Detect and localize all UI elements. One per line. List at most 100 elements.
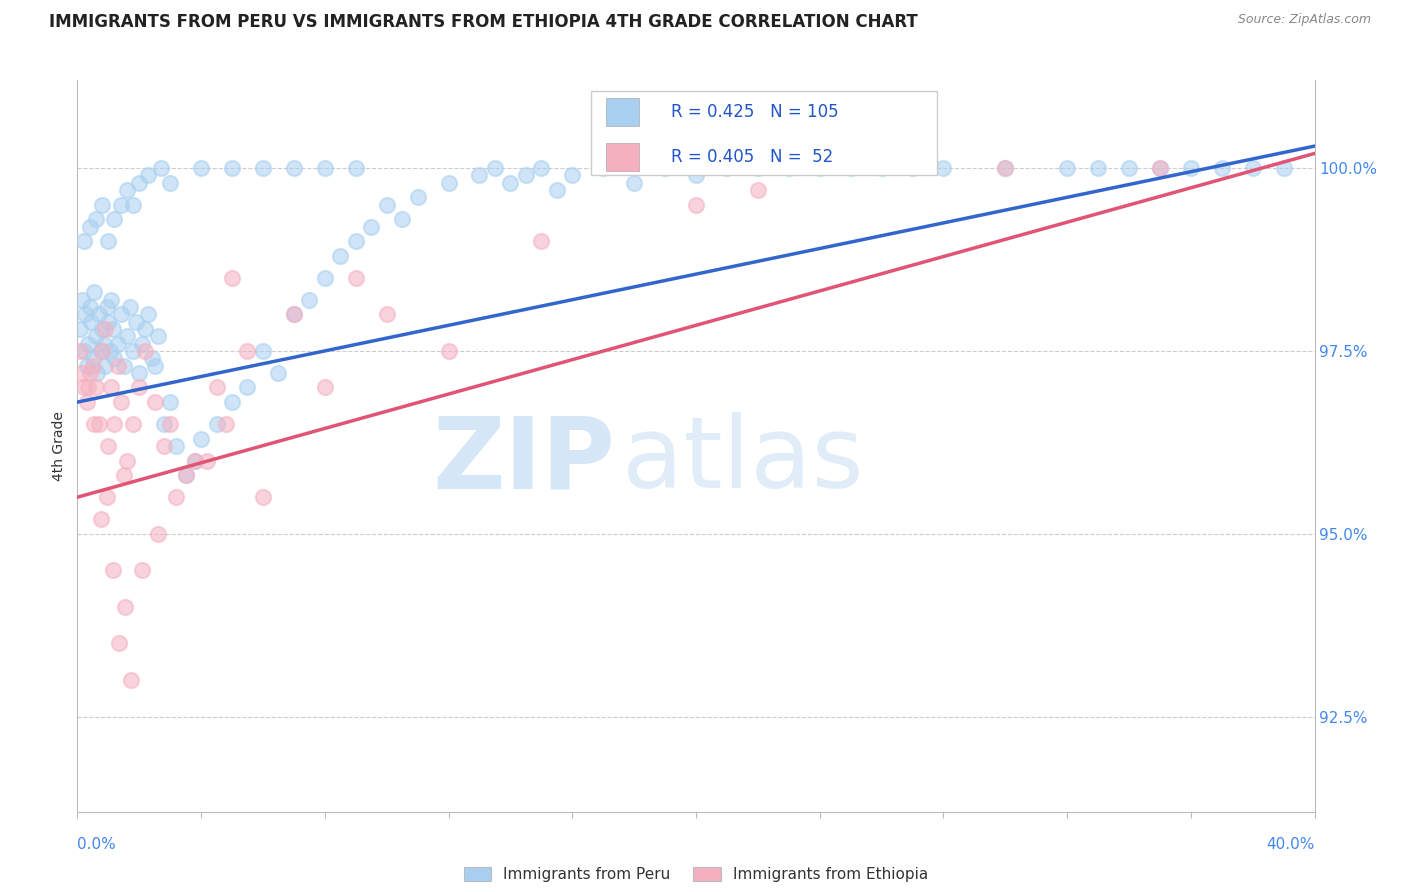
Point — [115, 183, 138, 197]
Point — [82, 359, 104, 373]
Point — [747, 161, 769, 175]
Point — [128, 366, 150, 380]
Point — [406, 190, 429, 204]
Point — [141, 351, 163, 366]
Point — [468, 169, 491, 183]
Point — [103, 351, 125, 366]
Point — [138, 307, 160, 321]
Point — [79, 366, 101, 380]
Point — [79, 219, 101, 234]
Point — [121, 673, 143, 687]
Point — [125, 315, 148, 329]
Point — [110, 307, 132, 321]
Point — [159, 395, 181, 409]
Point — [90, 343, 111, 358]
Point — [110, 197, 132, 211]
Point — [118, 300, 141, 314]
Point — [174, 468, 197, 483]
Point — [70, 293, 93, 307]
Point — [101, 322, 124, 336]
Point — [484, 161, 506, 175]
Point — [97, 439, 120, 453]
Point — [91, 322, 114, 336]
Point — [84, 329, 107, 343]
Point — [69, 343, 91, 358]
Point — [159, 176, 181, 190]
Point — [83, 285, 105, 300]
Point — [149, 161, 172, 175]
Point — [515, 169, 537, 183]
Point — [1056, 161, 1078, 175]
Point — [165, 439, 187, 453]
Point — [153, 439, 176, 453]
Point — [1087, 161, 1109, 175]
Point — [283, 307, 305, 321]
Point — [530, 161, 553, 175]
Point — [75, 307, 96, 321]
Point — [994, 161, 1017, 175]
Bar — [606, 144, 638, 171]
Point — [86, 366, 108, 380]
Point — [72, 343, 94, 358]
Point — [839, 161, 862, 175]
Point — [108, 636, 131, 650]
Text: Source: ZipAtlas.com: Source: ZipAtlas.com — [1237, 13, 1371, 27]
Point — [122, 197, 145, 211]
Point — [190, 161, 212, 175]
Point — [115, 329, 138, 343]
Point — [184, 453, 207, 467]
Point — [391, 212, 413, 227]
Point — [747, 183, 769, 197]
Point — [131, 563, 153, 577]
Point — [100, 293, 122, 307]
Point — [146, 526, 169, 541]
Point — [159, 417, 181, 431]
Point — [103, 417, 125, 431]
Point — [143, 395, 166, 409]
Point — [808, 161, 831, 175]
Point — [901, 161, 924, 175]
Point — [1241, 161, 1264, 175]
Point — [195, 453, 218, 467]
Point — [685, 197, 707, 211]
Point — [267, 366, 290, 380]
Point — [221, 395, 243, 409]
Point — [128, 380, 150, 394]
Point — [561, 169, 583, 183]
Point — [437, 343, 460, 358]
Point — [685, 169, 707, 183]
Point — [298, 293, 321, 307]
Point — [91, 343, 114, 358]
Point — [97, 315, 120, 329]
Point — [1211, 161, 1233, 175]
Point — [138, 169, 160, 183]
Point — [98, 343, 121, 358]
Point — [114, 599, 136, 614]
Point — [122, 343, 145, 358]
Point — [115, 453, 138, 467]
Point — [122, 417, 145, 431]
Text: ZIP: ZIP — [433, 412, 616, 509]
Point — [87, 417, 110, 431]
Point — [437, 176, 460, 190]
Bar — [591, 91, 938, 176]
Point — [190, 432, 212, 446]
Point — [252, 161, 274, 175]
Point — [283, 307, 305, 321]
Point — [134, 343, 156, 358]
Legend: Immigrants from Peru, Immigrants from Ethiopia: Immigrants from Peru, Immigrants from Et… — [457, 861, 935, 888]
Point — [76, 395, 98, 409]
Point — [344, 270, 367, 285]
Text: R = 0.405   N =  52: R = 0.405 N = 52 — [671, 148, 834, 166]
Y-axis label: 4th Grade: 4th Grade — [52, 411, 66, 481]
Point — [236, 343, 259, 358]
Point — [76, 359, 98, 373]
Point — [96, 490, 118, 504]
Point — [72, 380, 94, 394]
Point — [90, 512, 111, 526]
Point — [107, 359, 129, 373]
Point — [592, 161, 614, 175]
Point — [314, 161, 336, 175]
Point — [101, 563, 124, 577]
Point — [205, 417, 228, 431]
